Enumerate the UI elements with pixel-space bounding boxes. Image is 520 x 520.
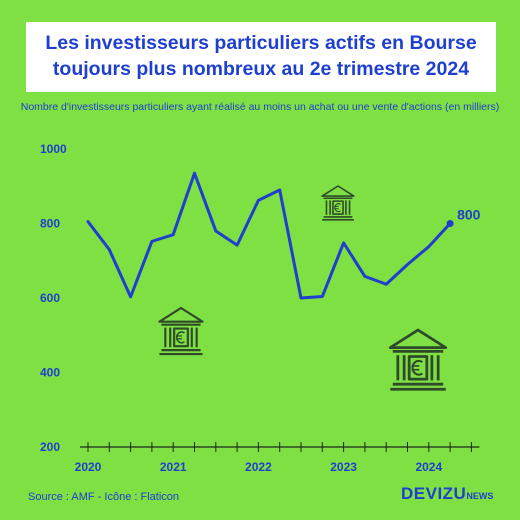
y-tick-label: 1000	[40, 142, 67, 156]
chart-title-line-2: toujours plus nombreux au 2e trimestre 2…	[52, 58, 470, 80]
brand-suffix: NEWS	[466, 491, 494, 501]
last-data-point	[446, 220, 454, 227]
x-tick-label: 2020	[75, 460, 102, 474]
chart-subtitle: Nombre d'investisseurs particuliers ayan…	[20, 101, 500, 113]
y-tick-label: 600	[40, 291, 60, 305]
brand-logo: DEVIZUNEWS	[401, 484, 493, 504]
x-tick-label: 2021	[160, 460, 187, 474]
y-tick-label: 400	[40, 366, 60, 380]
x-tick-label: 2023	[330, 460, 357, 474]
x-tick-label: 2024	[415, 460, 442, 474]
title-box: Les investisseurs particuliers actifs en…	[26, 22, 496, 92]
bank-euro-icon	[321, 185, 355, 221]
x-tick-label: 2022	[245, 460, 272, 474]
series-line	[86, 171, 452, 300]
y-tick-label: 200	[40, 440, 60, 454]
y-tick-label: 800	[40, 217, 60, 231]
chart-title-line-1: Les investisseurs particuliers actifs en…	[45, 32, 477, 54]
last-value-label: 800	[457, 207, 481, 223]
bank-euro-icon	[158, 306, 204, 356]
bank-euro-icon	[388, 328, 448, 391]
source-note: Source : AMF - Icône : Flaticon	[28, 491, 180, 503]
brand-name: DEVIZU	[401, 484, 467, 503]
